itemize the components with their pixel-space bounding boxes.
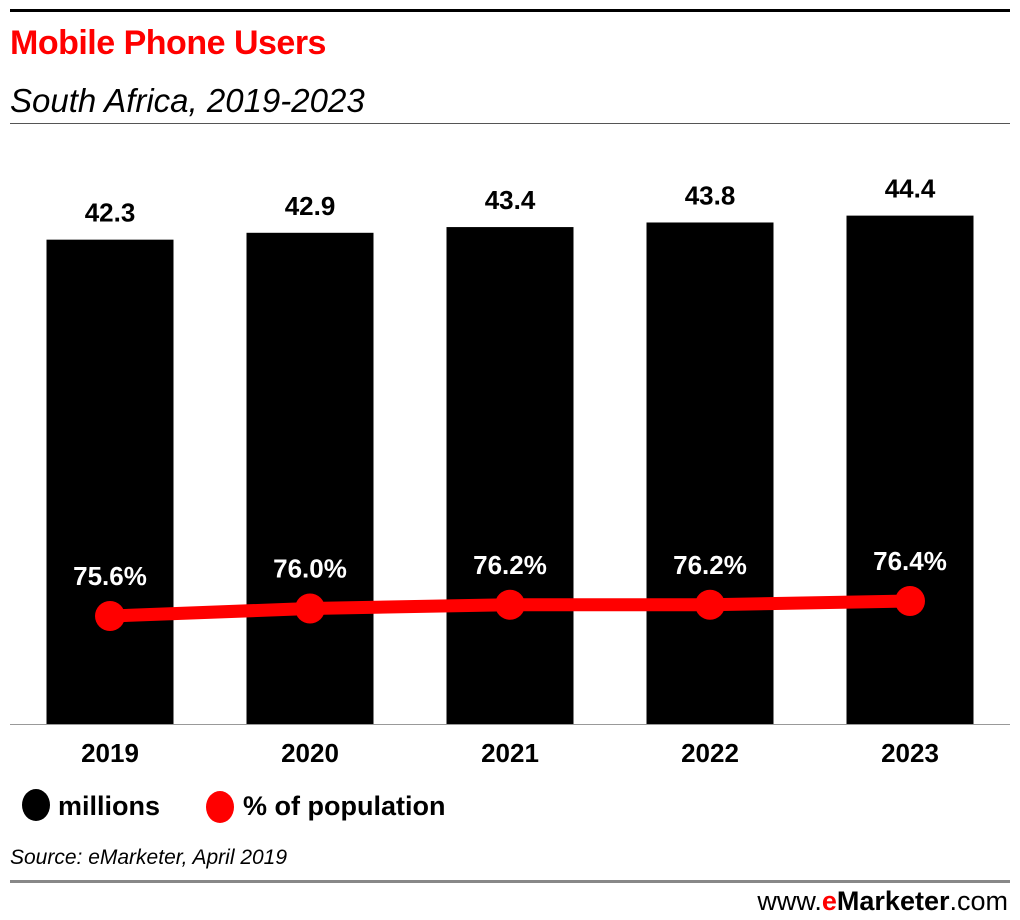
- brand-main: Marketer: [836, 886, 950, 916]
- point-label-2021: 76.2%: [473, 550, 547, 580]
- chart-subtitle: South Africa, 2019-2023: [10, 82, 365, 119]
- point-2021: [495, 589, 525, 620]
- bar-label-2023: 44.4: [885, 174, 936, 204]
- point-2019: [95, 601, 125, 631]
- x-tick-2023: 2023: [881, 738, 939, 768]
- x-tick-2021: 2021: [481, 738, 539, 768]
- point-label-2022: 76.2%: [673, 550, 747, 580]
- legend-label-population: % of population: [243, 791, 445, 821]
- legend-label-millions: millions: [58, 791, 160, 821]
- legend-marker-population: [206, 791, 234, 823]
- x-tick-2020: 2020: [281, 738, 339, 768]
- bar-2020: [246, 232, 374, 725]
- point-2023: [895, 586, 925, 616]
- point-2020: [295, 593, 325, 624]
- source-note: Source: eMarketer, April 2019: [10, 846, 288, 869]
- bar-2023: [846, 215, 974, 724]
- x-tick-2019: 2019: [81, 738, 139, 768]
- chart-title: Mobile Phone Users: [10, 24, 326, 62]
- legend: millions % of population: [22, 789, 445, 823]
- subtitle-rule: [10, 123, 1010, 124]
- brand-prefix: www.: [757, 886, 822, 916]
- point-label-2019: 75.6%: [73, 561, 147, 591]
- brand-suffix: .com: [949, 886, 1008, 916]
- bar-label-2019: 42.3: [85, 198, 136, 228]
- bar-label-2021: 43.4: [485, 185, 536, 215]
- point-2022: [695, 589, 725, 620]
- bar-2022: [646, 222, 774, 725]
- top-rule: [10, 9, 1010, 12]
- bar-label-2020: 42.9: [285, 191, 336, 221]
- brand-url: www.eMarketer.com: [757, 886, 1008, 917]
- x-tick-2022: 2022: [681, 738, 739, 768]
- point-label-2020: 76.0%: [273, 554, 347, 584]
- footer-rule: [10, 880, 1010, 883]
- bar-2021: [446, 227, 574, 724]
- bar-2019: [46, 239, 174, 725]
- brand-e: e: [821, 886, 837, 916]
- bar-label-2022: 43.8: [685, 180, 736, 210]
- point-label-2023: 76.4%: [873, 546, 947, 576]
- legend-marker-millions: [22, 789, 50, 821]
